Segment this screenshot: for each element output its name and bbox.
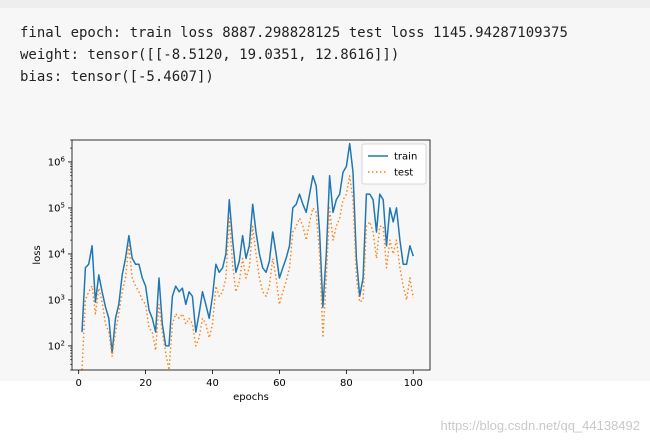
watermark: https://blog.csdn.net/qq_44138492 — [440, 418, 641, 433]
x-tick-label: 60 — [273, 378, 286, 389]
y-tick-label: 104 — [48, 247, 66, 260]
x-tick-label: 100 — [404, 378, 423, 389]
series-line-train — [81, 142, 415, 354]
loss-chart-svg: 0 20 40 60 80 100 102 103 104 105 106 epochs loss tra… — [32, 139, 431, 403]
legend-label-train: train — [394, 152, 417, 163]
x-tick-label: 20 — [139, 378, 152, 389]
plot-frame — [71, 139, 431, 371]
legend-box — [361, 143, 427, 185]
output-line-epoch: final epoch: train loss 8887.298828125 t… — [20, 25, 568, 41]
x-axis-label: epochs — [233, 392, 269, 403]
x-tick-label: 80 — [340, 378, 353, 389]
x-tick-label: 0 — [76, 378, 82, 389]
output-text: final epoch: train loss 8887.298828125 t… — [20, 22, 568, 88]
legend-label-test: test — [394, 168, 413, 179]
series-line-test — [81, 175, 414, 371]
y-tick-label: 106 — [48, 155, 66, 168]
output-line-bias: bias: tensor([-5.4607]) — [20, 69, 214, 85]
loss-chart: 0 20 40 60 80 100 102 103 104 105 106 epochs loss tra… — [10, 125, 460, 425]
y-tick-label: 105 — [48, 201, 65, 214]
x-tick-label: 40 — [206, 378, 219, 389]
y-tick-label: 103 — [48, 293, 65, 306]
legend: train test — [361, 143, 427, 185]
cell-top-border — [0, 0, 650, 8]
y-tick-label: 102 — [48, 339, 65, 352]
output-line-weight: weight: tensor([[-8.5120, 19.0351, 12.86… — [20, 47, 400, 63]
y-axis-label: loss — [32, 245, 43, 264]
